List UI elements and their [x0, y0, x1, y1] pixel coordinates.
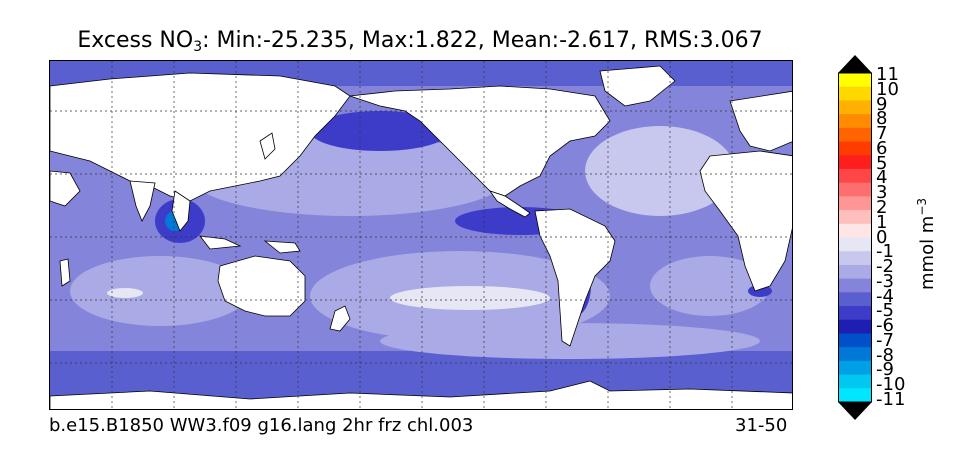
plot-title: Excess NO3: Min:-25.235, Max:1.822, Mean…: [0, 28, 840, 55]
colorbar-under-arrow: [838, 402, 872, 420]
colorbar-tick-label: 6: [876, 137, 888, 159]
colorbar-segment: [838, 182, 872, 197]
greenland: [599, 65, 676, 107]
colorbar-tick-label: 10: [876, 78, 899, 100]
colorbar-segment: [838, 306, 872, 321]
indian-ocean-gyre: [70, 256, 250, 326]
africa: [699, 150, 792, 292]
colorbar-segment: [838, 196, 872, 211]
australia: [217, 255, 306, 317]
india: [129, 180, 156, 222]
colorbar-tick-label: -9: [876, 359, 894, 381]
colorbar-segment: [838, 127, 872, 143]
colorbar-tick-label: -3: [876, 270, 894, 292]
colorbar-unit: mmol m−3: [915, 198, 938, 290]
title-subscript: 3: [193, 39, 203, 55]
year-range: 31-50: [735, 415, 788, 436]
indonesia: [199, 235, 242, 250]
colorbar-segment: [838, 100, 872, 115]
colorbar-segment: [838, 333, 872, 348]
graticule: [50, 61, 792, 409]
central-america: [488, 190, 531, 218]
colorbar-segment: [838, 319, 872, 334]
madagascar: [59, 258, 71, 287]
colorbar-segment: [838, 155, 872, 170]
colorbar-segment: [838, 141, 872, 156]
unit-main: mmol m: [917, 215, 938, 290]
colorbar-tick-label: -11: [876, 389, 906, 410]
south-pacific-core: [390, 286, 550, 310]
colorbar-segment: [838, 237, 872, 252]
colorbar-tick-label: 11: [876, 64, 899, 85]
colorbar-segment: [838, 360, 872, 376]
colorbar-segment: [838, 388, 872, 403]
colorbar-segment: [838, 223, 872, 238]
colorbar-segment: [838, 278, 872, 293]
run-name: b.e15.B1850 WW3.f09 g16.lang 2hr frz chl…: [49, 415, 474, 436]
indochina: [171, 190, 191, 232]
colorbar-tick-label: -8: [876, 344, 894, 366]
north-atlantic-gyre: [585, 126, 735, 216]
eurasia-east: [50, 72, 351, 202]
antarctica: [50, 380, 792, 409]
colorbar-tick-label: -5: [876, 300, 894, 322]
colorbar-tick-label: -4: [876, 285, 894, 307]
south-atlantic-gyre: [650, 256, 770, 316]
unit-exponent: −3: [915, 197, 929, 216]
colorbar-tick-label: 2: [876, 196, 888, 218]
north-america: [349, 85, 611, 197]
new-zealand: [329, 305, 351, 332]
colorbar-tick-label: 4: [876, 167, 888, 189]
colorbar-segment: [838, 86, 872, 101]
colorbar-segment: [838, 251, 872, 266]
colorbar-tick-label: -10: [876, 374, 906, 396]
colorbar-tick-label: 1: [876, 211, 888, 233]
colorbar-tick-label: 9: [876, 93, 888, 115]
colorbar-tick-label: 7: [876, 123, 888, 145]
colorbar-tick-label: -2: [876, 256, 894, 278]
colorbar: [838, 55, 872, 420]
title-prefix: Excess NO: [77, 28, 194, 53]
colorbar-tick-label: 5: [876, 152, 888, 174]
colorbar-segment: [838, 73, 872, 88]
colorbar-segment: [838, 114, 872, 129]
colorbar-ticks: 11 10 9 8 7 6 5 4 3 2 1 0 -1 -2 -3 -4 -5 -6 -7 -8 -9 -10 -11: [872, 66, 922, 409]
title-stats: : Min:-25.235, Max:1.822, Mean:-2.617, R…: [202, 28, 763, 53]
colorbar-segment: [838, 347, 872, 362]
colorbar-segment: [838, 210, 872, 225]
colorbar-outline: [838, 72, 872, 403]
colorbar-segment: [838, 292, 872, 307]
colorbar-segment: [838, 168, 872, 184]
north-pacific-low: [310, 111, 450, 151]
ocean-map: [49, 60, 793, 410]
map-canvas: [50, 61, 792, 409]
colorbar-tick-label: -7: [876, 329, 894, 351]
colorbar-tick-label: 3: [876, 182, 888, 204]
new-guinea: [263, 240, 301, 254]
colorbar-tick-label: -6: [876, 315, 894, 337]
colorbar-tick-label: 8: [876, 108, 888, 130]
europe: [729, 90, 792, 152]
indian-ocean-core: [107, 288, 143, 298]
arabia: [50, 170, 81, 207]
colorbar-segment: [838, 264, 872, 280]
colorbar-tick-label: 0: [876, 226, 888, 248]
colorbar-over-arrow: [838, 55, 872, 73]
colorbar-tick-label: -1: [876, 241, 894, 263]
colorbar-segment: [838, 374, 872, 389]
japan: [259, 132, 276, 160]
